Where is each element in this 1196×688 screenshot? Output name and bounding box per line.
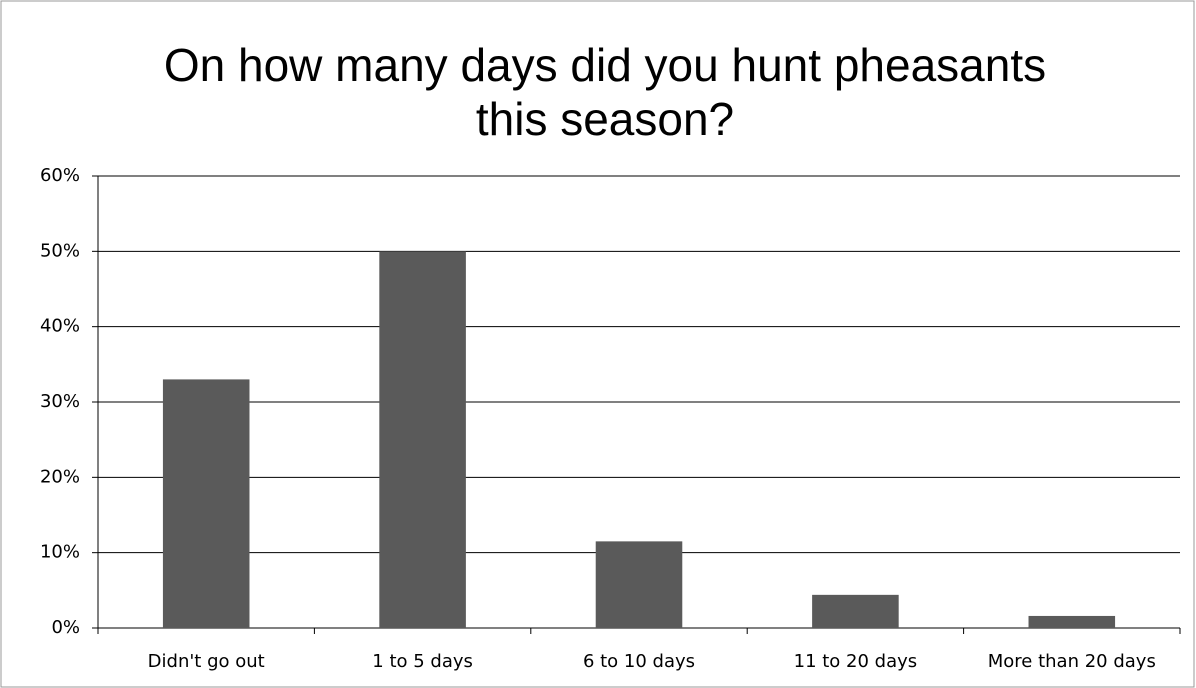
- x-tick-label: 1 to 5 days: [372, 651, 473, 672]
- y-tick-label: 40%: [40, 316, 80, 337]
- x-tick-label: 11 to 20 days: [794, 651, 918, 672]
- y-tick-label: 50%: [40, 240, 80, 261]
- y-tick-label: 0%: [51, 617, 80, 638]
- y-tick-label: 60%: [40, 165, 80, 186]
- bar: [379, 251, 466, 629]
- x-tick-label: More than 20 days: [988, 651, 1156, 672]
- bar: [595, 541, 683, 628]
- bar: [812, 594, 899, 628]
- y-tick-label: 30%: [40, 391, 80, 412]
- x-tick-label: 6 to 10 days: [583, 651, 695, 672]
- bar: [162, 379, 250, 628]
- x-tick-label: Didn't go out: [148, 651, 265, 672]
- y-tick-label: 20%: [40, 466, 80, 487]
- y-tick-label: 10%: [40, 542, 80, 563]
- chart-title: On how many days did you hunt pheasants …: [163, 39, 1047, 145]
- bar: [1028, 615, 1116, 628]
